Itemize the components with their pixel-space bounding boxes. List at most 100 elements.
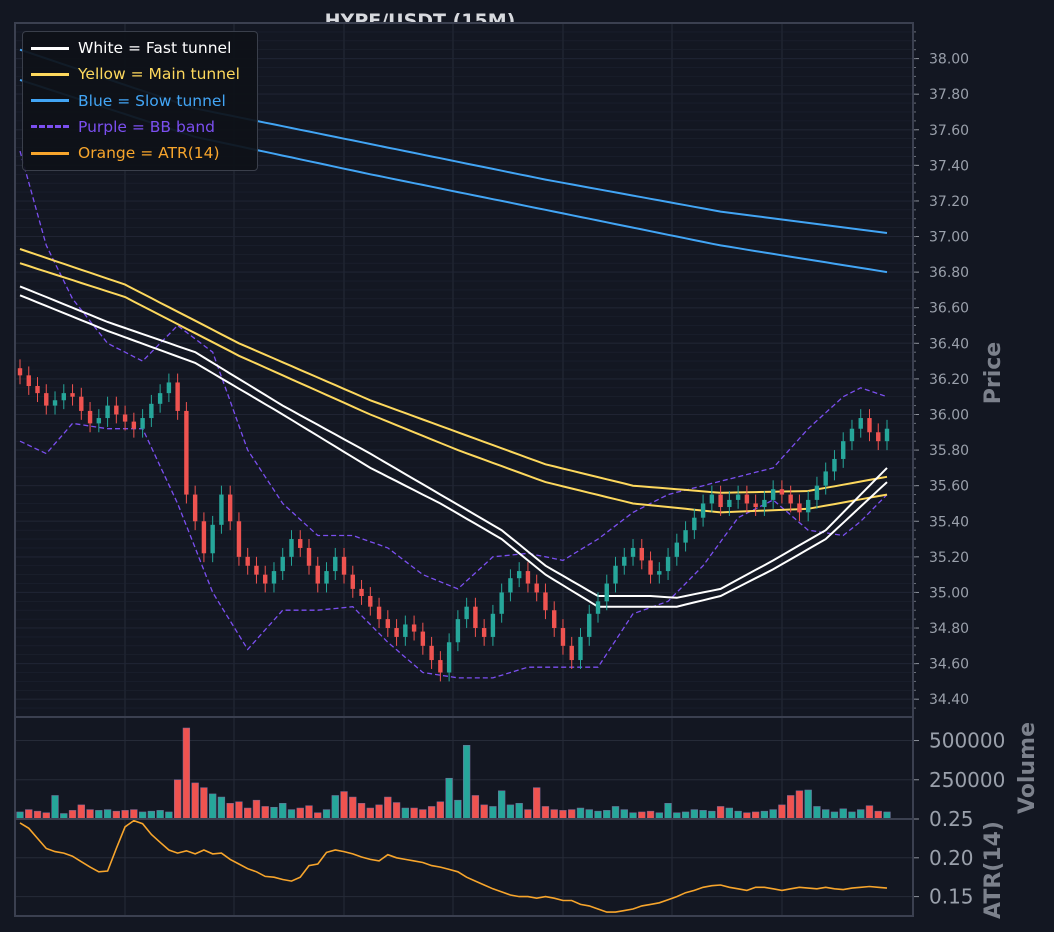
volume-bar	[874, 810, 882, 820]
volume-bar	[305, 805, 313, 820]
candle-body	[534, 583, 539, 593]
panel-frame	[14, 818, 914, 917]
candle-body	[849, 428, 855, 442]
volume-bar	[86, 809, 94, 820]
volume-bar	[77, 804, 85, 820]
legend-entry: Purple = BB band	[31, 117, 215, 137]
volume-bar	[638, 811, 646, 820]
volume-bar	[716, 806, 725, 820]
volume-bar	[454, 799, 462, 820]
candle-body	[814, 485, 820, 500]
candle-body	[779, 489, 785, 495]
candle-body	[805, 499, 811, 513]
candle-body	[429, 645, 434, 661]
volume-bar	[620, 809, 628, 820]
volume-bar	[445, 777, 453, 820]
candle-body	[315, 565, 320, 584]
candle-body	[735, 494, 741, 500]
legend-swatch	[31, 46, 69, 50]
candle-body	[648, 560, 653, 575]
volume-bar	[541, 806, 550, 820]
candle-body	[324, 571, 329, 584]
legend-label: Blue = Slow tunnel	[78, 91, 226, 110]
volume-bar	[68, 810, 77, 820]
candle-body	[157, 393, 163, 404]
volume-bar	[594, 810, 602, 820]
candle-body	[613, 565, 618, 584]
volume-bar	[611, 806, 620, 820]
volume-bar	[822, 809, 830, 820]
volume-bar	[217, 796, 226, 820]
candle-body	[823, 471, 828, 486]
candle-body	[385, 619, 391, 629]
volume-bar	[25, 809, 33, 820]
volume-bar	[165, 811, 173, 820]
volume-bar	[401, 807, 409, 820]
candle-body	[683, 530, 688, 543]
candle-body	[420, 631, 426, 646]
volume-bar	[699, 810, 707, 820]
candle-body	[622, 556, 627, 566]
candle-body	[788, 494, 793, 504]
price-tick-label: 37.00	[929, 230, 969, 246]
candle-body	[692, 517, 697, 531]
volume-bar	[191, 782, 199, 820]
candle-body	[114, 405, 119, 415]
volume-bar	[261, 806, 269, 820]
volume-bar	[603, 810, 611, 820]
volume-bar	[568, 809, 576, 820]
price-tick-label: 36.20	[929, 372, 969, 388]
volume-bar	[462, 744, 471, 820]
candle-body	[368, 595, 373, 607]
volume-bar	[410, 807, 418, 820]
candle-body	[508, 578, 513, 593]
volume-bar	[138, 811, 147, 820]
volume-bar	[524, 809, 532, 820]
volume-bar	[375, 804, 383, 820]
volume-bar	[804, 789, 812, 820]
volume-bar	[173, 779, 182, 820]
candle-body	[516, 571, 522, 579]
price-tick-label: 37.80	[929, 87, 969, 103]
candle-body	[236, 521, 242, 557]
volume-bar	[865, 805, 874, 820]
volume-bar	[857, 809, 865, 820]
candle-body	[35, 386, 40, 394]
volume-axis-label: Volume	[1015, 722, 1040, 814]
candle-body	[411, 624, 417, 632]
candle-body	[70, 393, 75, 397]
candle-body	[52, 400, 58, 406]
candle-body	[490, 613, 496, 637]
candle-body	[753, 503, 758, 508]
volume-bar	[296, 807, 304, 820]
candle-body	[665, 556, 671, 572]
candle-body	[341, 556, 347, 575]
candle-body	[122, 414, 128, 422]
price-tick-label: 34.40	[929, 692, 969, 708]
volume-bar	[366, 807, 374, 820]
series-line-upper	[19, 285, 888, 599]
volume-bar	[147, 810, 156, 820]
candle-body	[394, 628, 399, 637]
candle-body	[254, 565, 259, 575]
candle-body	[639, 547, 644, 561]
legend: White = Fast tunnel Yellow = Main tunnel B…	[22, 31, 258, 171]
volume-bar	[16, 811, 24, 820]
volume-bar	[357, 803, 366, 820]
candle-body	[17, 368, 23, 376]
atr-tick-label: 0.25	[929, 807, 974, 831]
volume-bar	[839, 808, 847, 820]
volume-bar	[769, 809, 777, 820]
candle-body	[166, 382, 172, 394]
candle-body	[569, 645, 574, 661]
candle-body	[184, 410, 189, 495]
volume-bar	[226, 803, 234, 820]
series-line-lower	[19, 422, 888, 679]
candle-body	[797, 503, 802, 513]
candle-body	[61, 393, 66, 401]
price-axis-label: Price	[981, 342, 1006, 404]
volume-bar	[103, 809, 112, 820]
candle-body	[201, 521, 207, 554]
volume-bar	[121, 810, 129, 820]
volume-bar	[392, 802, 401, 820]
